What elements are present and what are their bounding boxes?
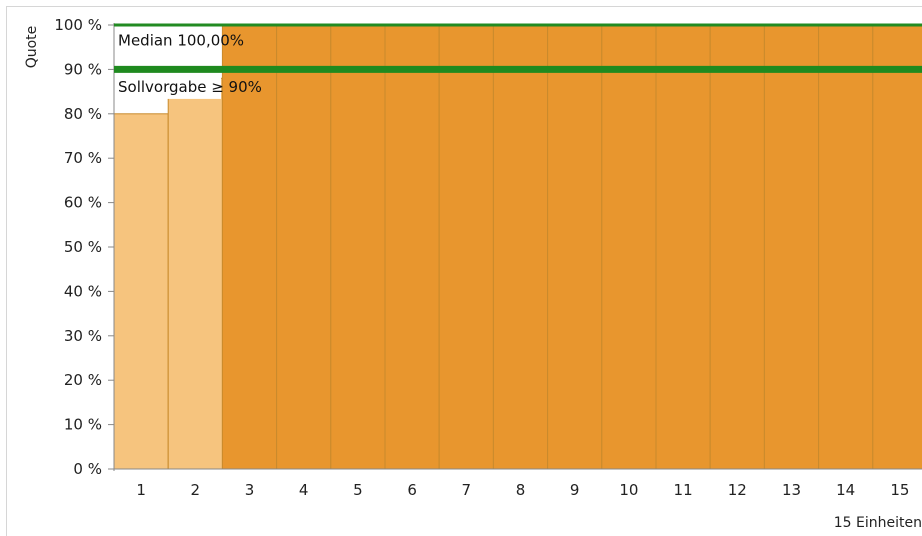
bar — [547, 24, 603, 470]
x-tick-label: 2 — [191, 481, 201, 499]
reference-label-box — [115, 72, 221, 99]
x-tick-label: 15 — [890, 481, 909, 499]
x-axis-title: 15 Einheiten — [834, 515, 922, 531]
y-tick-label: 30 % — [64, 327, 102, 345]
x-tick-label: 8 — [516, 481, 526, 499]
bar — [276, 24, 332, 470]
bar — [818, 24, 874, 470]
bar — [655, 24, 711, 470]
y-tick-label: 80 % — [64, 105, 102, 123]
bar — [438, 24, 494, 470]
bar — [492, 24, 549, 470]
bar — [872, 24, 922, 470]
y-tick-label: 20 % — [64, 371, 102, 389]
x-tick-label: 6 — [407, 481, 417, 499]
bar — [601, 24, 657, 470]
chart-frame — [6, 6, 922, 536]
reference-label: Median 100,00% — [118, 32, 244, 50]
x-tick-label: 14 — [836, 481, 855, 499]
x-tick-label: 4 — [299, 481, 309, 499]
y-axis-title: Quote — [24, 26, 40, 69]
y-tick-label: 10 % — [64, 416, 102, 434]
x-tick-label: 12 — [728, 481, 747, 499]
x-tick-label: 13 — [782, 481, 801, 499]
bar — [167, 77, 223, 470]
y-tick-label: 60 % — [64, 194, 102, 212]
x-tick-label: 1 — [136, 481, 146, 499]
bar — [113, 113, 169, 470]
bar — [330, 24, 386, 470]
x-tick-label: 11 — [674, 481, 693, 499]
bar — [384, 24, 440, 470]
x-tick-label: 10 — [619, 481, 638, 499]
y-tick-label: 70 % — [64, 149, 102, 167]
y-tick-label: 90 % — [64, 60, 102, 78]
y-tick-label: 100 % — [54, 16, 102, 34]
x-tick-label: 5 — [353, 481, 363, 499]
x-tick-label: 7 — [462, 481, 472, 499]
x-tick-label: 3 — [245, 481, 255, 499]
bar — [763, 24, 820, 470]
x-tick-label: 9 — [570, 481, 580, 499]
y-tick-label: 50 % — [64, 238, 102, 256]
y-tick-label: 0 % — [73, 460, 102, 478]
reference-label: Sollvorgabe ≥ 90% — [118, 78, 262, 96]
bar — [709, 24, 765, 470]
y-tick-label: 40 % — [64, 282, 102, 300]
reference-label-box — [115, 26, 221, 53]
